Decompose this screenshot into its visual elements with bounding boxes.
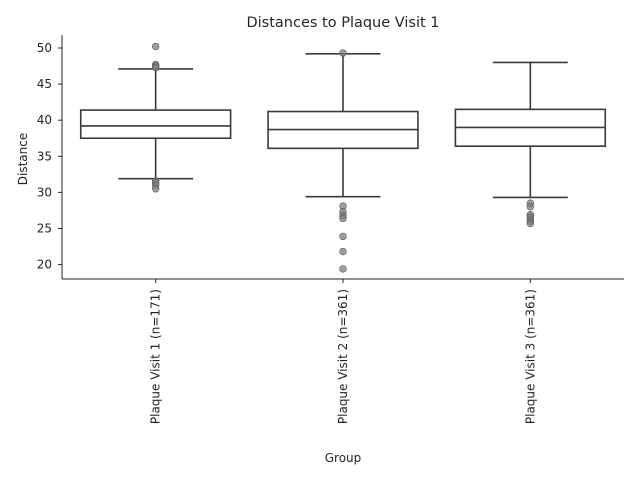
outlier-point — [526, 203, 535, 211]
x-tick-label: Plaque Visit 3 (n=361) — [523, 289, 537, 424]
outlier-point — [151, 185, 160, 193]
x-tick-label: Plaque Visit 2 (n=361) — [336, 289, 350, 424]
outlier-point — [339, 265, 347, 273]
y-tick-label: 20 — [37, 258, 52, 272]
y-axis-label: Distance — [16, 133, 30, 185]
y-tick-label: 45 — [37, 77, 52, 91]
chart-title: Distances to Plaque Visit 1 — [246, 15, 439, 31]
x-tick-label: Plaque Visit 1 (n=171) — [149, 289, 163, 424]
outlier-point — [339, 247, 347, 256]
outlier-point — [339, 214, 347, 223]
y-tick-label: 40 — [37, 113, 52, 127]
outlier-point — [339, 232, 347, 241]
box-group-3 — [454, 61, 607, 228]
outlier-point — [339, 49, 347, 57]
y-tick-label: 50 — [37, 41, 52, 55]
y-tick-label: 30 — [37, 185, 52, 199]
plot-area — [79, 42, 607, 273]
y-tick-label: 35 — [37, 149, 52, 163]
x-axis-label: Group — [325, 451, 362, 465]
outlier-point — [151, 42, 160, 51]
outlier-point — [526, 219, 535, 228]
box-group-2 — [267, 49, 419, 273]
box-group-1 — [79, 42, 232, 193]
outlier-point — [151, 63, 160, 72]
y-tick-label: 25 — [37, 221, 52, 235]
iqr-box — [79, 109, 232, 140]
